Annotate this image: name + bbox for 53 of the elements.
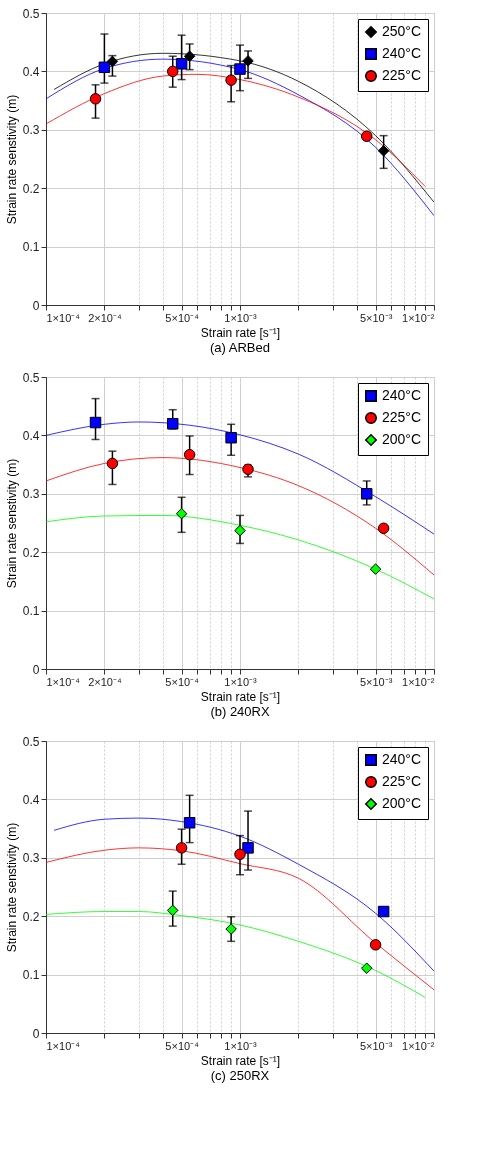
- x-tick-label: 1×10⁻⁴: [46, 675, 81, 688]
- y-tick-label: 0.5: [22, 734, 40, 749]
- y-tick-label: 0.2: [22, 909, 40, 924]
- x-tick-label: 1×10⁻²: [402, 675, 435, 688]
- x-tick-label: 1×10⁻³: [224, 1039, 258, 1052]
- x-tick-label: 1×10⁻²: [402, 1039, 435, 1052]
- x-axis-title: Strain rate [s⁻¹]: [200, 689, 281, 704]
- text: (c) 250RX: [210, 1068, 270, 1083]
- y-axis-title: Strain rate senstivity (m): [4, 458, 19, 589]
- legend-label: 225°C: [382, 409, 422, 425]
- y-axis-title: Strain rate senstivity (m): [4, 94, 19, 225]
- x-tick-label: 5×10⁻⁴: [165, 675, 200, 688]
- text: (a) ARBed: [210, 340, 270, 355]
- y-tick-label: 0.3: [22, 851, 40, 866]
- x-tick-label: 1×10⁻⁴: [46, 1039, 81, 1052]
- legend-label: 200°C: [382, 795, 422, 811]
- x-tick-label: 5×10⁻³: [359, 675, 393, 688]
- legend-label: 200°C: [382, 431, 422, 447]
- y-tick-label: 0: [32, 298, 40, 313]
- y-tick-label: 0.3: [22, 123, 40, 138]
- y-tick-label: 0.1: [22, 604, 40, 619]
- x-tick-label: 5×10⁻³: [359, 1039, 393, 1052]
- x-tick-label: 1×10⁻³: [224, 675, 258, 688]
- legend-label: 240°C: [382, 387, 422, 403]
- y-tick-label: 0.2: [22, 181, 40, 196]
- x-tick-label: 5×10⁻⁴: [165, 1039, 200, 1052]
- legend-label: 240°C: [382, 751, 422, 767]
- x-tick-label: 1×10⁻³: [224, 311, 258, 324]
- legend-label: 225°C: [382, 773, 422, 789]
- legend-label: 240°C: [382, 45, 422, 61]
- x-tick-label: 2×10⁻⁴: [88, 311, 122, 324]
- text: (b) 240RX: [210, 704, 270, 719]
- legend-label: 225°C: [382, 67, 422, 83]
- x-axis-title: Strain rate [s⁻¹]: [200, 1053, 281, 1068]
- y-tick-label: 0.5: [22, 6, 40, 21]
- y-tick-label: 0.1: [22, 240, 40, 255]
- y-tick-label: 0: [32, 662, 40, 677]
- y-tick-label: 0.5: [22, 370, 40, 385]
- x-tick-label: 5×10⁻³: [359, 311, 393, 324]
- y-tick-label: 0.4: [22, 792, 40, 807]
- y-tick-label: 0.4: [22, 428, 40, 443]
- legend-label: 250°C: [382, 23, 422, 39]
- y-tick-label: 0.3: [22, 487, 40, 502]
- x-tick-label: 5×10⁻⁴: [165, 311, 200, 324]
- x-tick-label: 1×10⁻⁴: [46, 311, 81, 324]
- x-tick-label: 1×10⁻²: [402, 311, 435, 324]
- y-tick-label: 0: [32, 1026, 40, 1041]
- y-tick-label: 0.4: [22, 64, 40, 79]
- y-axis-title: Strain rate senstivity (m): [4, 822, 19, 953]
- x-tick-label: 2×10⁻⁴: [88, 675, 122, 688]
- y-tick-label: 0.1: [22, 968, 40, 983]
- y-tick-label: 0.2: [22, 545, 40, 560]
- x-axis-title: Strain rate [s⁻¹]: [200, 325, 281, 340]
